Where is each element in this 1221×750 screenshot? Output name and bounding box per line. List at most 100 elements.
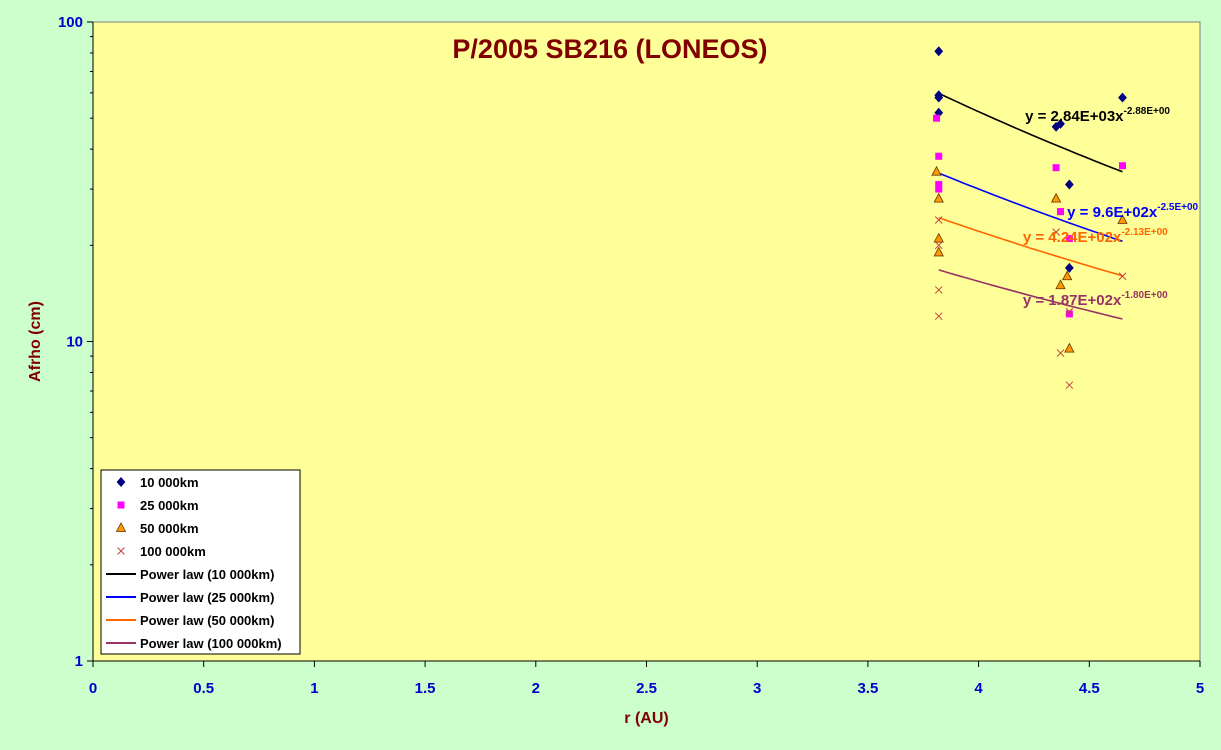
trendline-path [938,92,1123,173]
x-stroke [1056,349,1065,357]
data-point [1052,164,1060,172]
legend-item: 25 000km [117,498,199,513]
data-point [934,312,943,321]
data-point [934,286,943,294]
trendline-equation: y = 9.6E+02x-2.5E+00 [1067,202,1198,221]
data-point [1119,162,1127,170]
data-point [933,246,944,257]
trendline-equation: y = 4.24E+02x-2.13E+00 [1023,227,1168,246]
x-tick-label: 0.5 [193,680,214,697]
equation-exponent: -2.13E+00 [1121,227,1168,238]
legend-marker [117,547,125,555]
legend-item: 10 000km [116,475,199,490]
data-point [935,181,943,189]
data-point [1056,349,1065,357]
y-axis-title: Afrho (cm) [27,301,44,382]
x-stroke [1065,381,1074,390]
data-point [1117,214,1128,224]
legend-label: Power law (10 000km) [140,567,274,582]
equation-base: y = 2.84E+03x [1025,108,1124,125]
series-3 [931,165,1128,353]
data-point [931,165,942,176]
data-point [1052,228,1060,236]
data-point [1064,342,1075,353]
chart-title: P/2005 SB216 (LONEOS) [452,34,767,64]
legend-label: Power law (50 000km) [140,613,274,628]
data-point [1056,118,1065,129]
legend-item: Power law (10 000km) [106,567,274,582]
equation-base: y = 4.24E+02x [1023,229,1122,246]
data-point [1065,310,1073,318]
trendline-1 [938,92,1123,173]
x-tick-label: 1.5 [415,680,436,697]
legend-marker [115,522,127,532]
x-stroke [1118,272,1127,281]
equation-exponent: -2.88E+00 [1124,106,1171,117]
x-stroke [1052,228,1060,236]
data-point [1064,262,1074,273]
data-point [1118,92,1127,103]
x-stroke [934,286,943,294]
data-point [934,216,943,224]
y-tick-label: 100 [58,14,83,31]
trendline-2 [938,172,1123,243]
data-point [1065,307,1074,316]
data-point [1050,192,1062,203]
legend-item: Power law (100 000km) [106,636,282,651]
y-tick-label: 10 [66,334,83,351]
x-stroke [934,241,943,250]
y-axis: 1 10 100 [58,14,94,670]
legend-marker [116,477,126,487]
legend: 10 000km 25 000km 50 000km 100 000km Power l… [100,469,301,655]
trendline-path [938,216,1123,277]
data-point [1061,270,1073,281]
legend-marker [117,501,125,509]
x-tick-label: 0 [89,680,97,697]
data-point [934,241,943,250]
trendline-equation: y = 2.84E+03x-2.88E+00 [1025,106,1170,125]
legend-item: 100 000km [117,544,206,559]
legend-label: 10 000km [140,475,199,490]
legend-label: Power law (25 000km) [140,590,274,605]
trendline-3 [938,216,1123,277]
data-point [933,192,944,203]
equation-base: y = 9.6E+02x [1067,204,1158,221]
legend-label: 25 000km [140,498,199,513]
x-axis: 0 0.5 1 1.5 2 2.5 3 3.5 4 4.5 5 [89,660,1204,697]
data-point [934,92,944,103]
data-point [933,232,944,243]
data-point [934,46,944,57]
x-stroke [934,216,943,224]
series-4 [934,216,1127,390]
x-tick-label: 1 [310,680,318,697]
x-tick-label: 4.5 [1079,680,1100,697]
legend-label: Power law (100 000km) [140,636,282,651]
data-point [1057,208,1065,216]
data-point [1065,381,1074,390]
x-tick-label: 3 [753,680,761,697]
trendline-4 [938,269,1123,320]
trendline-path [938,172,1123,243]
data-point [1055,279,1066,290]
data-point [1118,272,1127,281]
x-tick-label: 3.5 [857,680,878,697]
legend-label: 100 000km [140,544,206,559]
x-stroke [1065,307,1074,316]
series-2 [933,114,1127,318]
x-stroke [934,312,943,321]
legend-item: 50 000km [115,521,199,536]
data-point [935,152,943,160]
x-axis-title: r (AU) [624,710,668,727]
legend-item: Power law (50 000km) [106,613,274,628]
x-tick-label: 2 [532,680,540,697]
legend-item: Power law (25 000km) [106,590,274,605]
legend-label: 50 000km [140,521,199,536]
data-point [1065,235,1073,243]
y-tick-label: 1 [75,653,83,670]
x-tick-label: 2.5 [636,680,657,697]
legend-box [100,469,301,655]
trendline-equation: y = 1.87E+02x-1.80E+00 [1023,290,1168,309]
equation-exponent: -1.80E+00 [1121,290,1168,301]
